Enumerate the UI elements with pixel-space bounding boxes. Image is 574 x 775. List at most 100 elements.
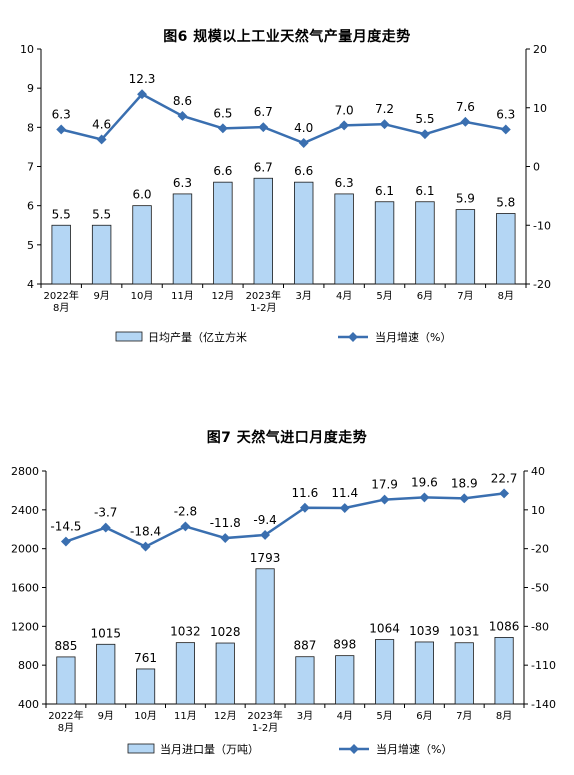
bar-value-label: 761 — [134, 651, 157, 665]
growth-value-label: -2.8 — [174, 504, 197, 518]
bar-value-label: 1028 — [210, 625, 241, 639]
right-axis-tick-label: -110 — [531, 659, 556, 672]
legend-bar-swatch — [115, 331, 143, 342]
x-axis-category-label: 8月 — [498, 290, 514, 302]
right-axis-tick-label: -80 — [531, 620, 549, 633]
right-axis-tick-label: -140 — [531, 698, 556, 711]
growth-marker — [379, 494, 390, 505]
right-axis-tick-label: 0 — [533, 161, 540, 174]
left-axis-tick-label: 2400 — [11, 504, 39, 517]
x-axis-category-label: 2023年 1-2月 — [247, 709, 282, 734]
legend-bar-label: 日均产量（亿立方米 — [148, 330, 247, 344]
bar-value-label: 6.3 — [173, 176, 192, 190]
growth-marker — [420, 129, 430, 140]
left-axis-tick-label: 10 — [20, 43, 34, 56]
growth-marker — [100, 522, 111, 533]
bar — [253, 177, 273, 285]
x-axis-category-label: 8月 — [496, 710, 512, 722]
growth-value-label: 8.6 — [173, 94, 192, 108]
growth-marker — [180, 521, 191, 532]
legend-bar-label: 当月进口量（万吨） — [160, 742, 259, 756]
growth-value-label: 4.0 — [294, 121, 313, 135]
bar — [132, 205, 152, 285]
x-axis-category-label: 3月 — [296, 290, 312, 302]
growth-marker — [379, 119, 390, 130]
right-axis-tick-label: 20 — [533, 43, 547, 56]
x-axis-category-label: 6月 — [417, 290, 433, 302]
x-axis-category-label: 10月 — [134, 710, 157, 722]
growth-marker — [220, 533, 231, 544]
x-axis-category-label: 10月 — [131, 290, 154, 302]
growth-marker — [217, 123, 228, 134]
bar — [415, 201, 435, 285]
left-axis-tick-label: 800 — [18, 659, 39, 672]
bar-value-label: 898 — [333, 638, 356, 652]
growth-value-label: 5.5 — [415, 112, 434, 126]
growth-marker — [460, 116, 471, 127]
x-axis-category-label: 6月 — [416, 710, 432, 722]
right-axis-tick-label: -50 — [531, 582, 549, 595]
growth-value-label: 19.6 — [411, 475, 438, 489]
bar-value-label: 1039 — [409, 624, 440, 638]
growth-value-label: -3.7 — [94, 506, 117, 520]
bar — [454, 642, 474, 705]
growth-marker — [339, 503, 350, 513]
production-chart: 图6 规模以上工业天然气产量月度走势 4 5 6 7 8 9 10 -20 -10 0 10 20 20… — [0, 0, 574, 360]
legend-line-label: 当月增速（%） — [375, 330, 451, 344]
x-axis-category-label: 2023年 1-2月 — [246, 289, 281, 314]
bar-value-label: 887 — [293, 639, 316, 653]
x-axis-category-label: 2022年 8月 — [48, 709, 83, 734]
import-chart: 图7 天然气进口月度走势 400 800 1200 1600 2000 2400 2800 -… — [0, 410, 574, 775]
left-axis-tick-label: 1200 — [11, 620, 39, 633]
bar-value-label: 1793 — [250, 551, 281, 565]
bar — [375, 639, 395, 705]
bar-value-label: 6.1 — [375, 184, 394, 198]
x-axis-category-label: 5月 — [376, 710, 392, 722]
x-axis-category-label: 3月 — [297, 710, 313, 722]
bar — [136, 668, 156, 705]
bar — [455, 209, 476, 285]
chart-title: 图6 规模以上工业天然气产量月度走势 — [163, 29, 411, 45]
bar — [172, 193, 193, 285]
growth-value-label: -11.8 — [210, 516, 241, 530]
chart-title: 图7 天然气进口月度走势 — [206, 430, 368, 446]
x-axis-category-label: 4月 — [337, 710, 353, 722]
bar — [175, 642, 195, 705]
left-axis-tick-label: 4 — [27, 278, 34, 291]
left-axis-tick-label: 9 — [27, 82, 34, 95]
left-axis-tick-label: 400 — [18, 698, 39, 711]
growth-value-label: 6.3 — [496, 107, 515, 121]
left-axis-tick-label: 8 — [27, 121, 34, 134]
growth-marker — [339, 120, 350, 131]
right-axis-tick-label: 40 — [531, 465, 545, 478]
growth-value-label: 6.3 — [52, 107, 71, 121]
right-axis-tick-label: 10 — [531, 504, 545, 517]
x-axis-category-label: 12月 — [212, 290, 235, 302]
left-axis-tick-label: 1600 — [11, 582, 39, 595]
production-chart-svg: 4 5 6 7 8 9 10 -20 -10 0 10 20 2022年 8月 9月 10月 11月 12月 202… — [20, 43, 551, 344]
x-axis-category-label: 5月 — [376, 290, 392, 302]
growth-marker — [140, 541, 151, 552]
bar-value-label: 885 — [54, 639, 77, 653]
growth-marker — [299, 502, 310, 513]
bar — [255, 568, 275, 705]
legend-bar-swatch — [127, 743, 155, 754]
growth-value-label: 18.9 — [451, 476, 478, 490]
growth-value-label: 6.7 — [254, 105, 273, 119]
bar-value-label: 1032 — [170, 625, 201, 639]
bar-value-label: 5.5 — [52, 207, 71, 221]
bar-value-label: 6.0 — [132, 188, 151, 202]
growth-line — [65, 492, 505, 548]
growth-marker — [137, 89, 147, 100]
legend-line-marker — [349, 744, 359, 754]
bar-value-label: 6.6 — [213, 164, 232, 178]
growth-marker — [96, 134, 107, 145]
growth-marker — [60, 536, 71, 547]
x-axis-category-label: 7月 — [456, 710, 472, 722]
bar — [294, 181, 314, 285]
bar — [295, 656, 315, 705]
growth-value-label: 7.0 — [335, 103, 354, 117]
left-axis-tick-label: 6 — [27, 200, 34, 213]
growth-marker — [258, 122, 269, 133]
right-axis-tick-label: -20 — [531, 543, 549, 556]
